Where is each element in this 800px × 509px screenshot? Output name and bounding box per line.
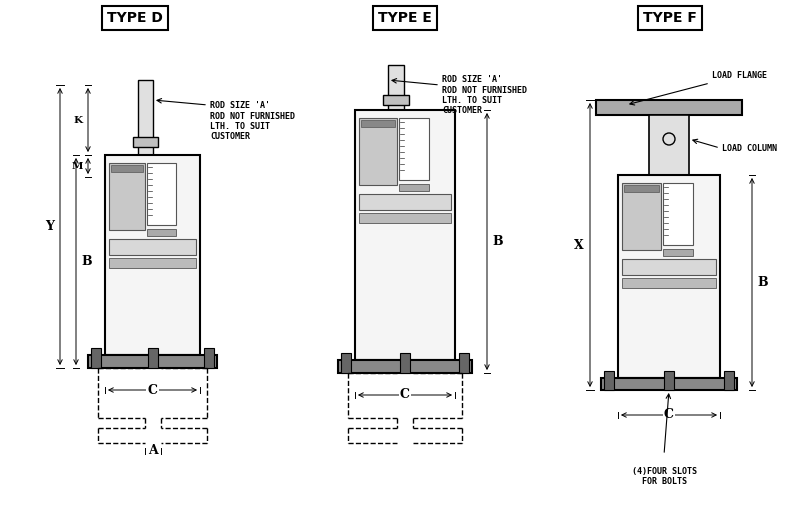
Bar: [399, 184, 429, 191]
Bar: [109, 258, 196, 268]
Bar: [622, 259, 716, 275]
Bar: [359, 213, 451, 223]
Text: ROD NOT FURNISHED: ROD NOT FURNISHED: [442, 86, 527, 95]
Text: LTH. TO SUIT: LTH. TO SUIT: [442, 96, 502, 105]
Text: LTH. TO SUIT: LTH. TO SUIT: [210, 122, 270, 131]
Bar: [88, 355, 217, 368]
Bar: [601, 378, 737, 390]
Bar: [147, 163, 176, 225]
Bar: [400, 353, 410, 373]
Text: TYPE D: TYPE D: [107, 11, 163, 25]
Text: B: B: [81, 255, 92, 268]
Text: CUSTOMER: CUSTOMER: [210, 132, 250, 141]
Bar: [109, 163, 145, 230]
Bar: [383, 95, 409, 105]
Bar: [91, 348, 101, 368]
Bar: [662, 183, 694, 245]
Bar: [105, 155, 200, 355]
Bar: [147, 229, 176, 236]
Text: M: M: [71, 161, 83, 171]
Text: Y: Y: [45, 220, 54, 233]
Bar: [618, 175, 720, 378]
Bar: [649, 115, 689, 175]
Bar: [359, 194, 451, 210]
Text: (4)FOUR SLOTS
FOR BOLTS: (4)FOUR SLOTS FOR BOLTS: [631, 467, 697, 487]
Bar: [204, 348, 214, 368]
Bar: [359, 118, 397, 185]
Bar: [341, 353, 351, 373]
Text: ROD NOT FURNISHED: ROD NOT FURNISHED: [210, 112, 295, 121]
Bar: [355, 110, 455, 360]
Bar: [624, 185, 658, 192]
Bar: [388, 65, 404, 110]
Bar: [133, 137, 158, 147]
Text: C: C: [147, 383, 158, 397]
Text: ROD SIZE 'A': ROD SIZE 'A': [442, 75, 502, 84]
Text: C: C: [664, 409, 674, 421]
Bar: [664, 371, 674, 390]
Bar: [622, 183, 661, 250]
Text: B: B: [757, 276, 768, 289]
Text: ROD SIZE 'A': ROD SIZE 'A': [210, 101, 270, 110]
Bar: [459, 353, 469, 373]
Text: LOAD COLUMN: LOAD COLUMN: [722, 144, 777, 153]
Bar: [109, 239, 196, 255]
Bar: [604, 371, 614, 390]
Text: LOAD FLANGE: LOAD FLANGE: [712, 71, 767, 79]
Bar: [662, 249, 694, 256]
Bar: [622, 278, 716, 288]
Text: A: A: [148, 444, 158, 458]
Text: B: B: [492, 235, 502, 248]
Bar: [147, 348, 158, 368]
Bar: [399, 118, 429, 180]
Bar: [111, 165, 143, 172]
Text: X: X: [574, 239, 584, 251]
Bar: [596, 100, 742, 115]
Text: C: C: [400, 388, 410, 402]
Text: TYPE F: TYPE F: [643, 11, 697, 25]
Text: TYPE E: TYPE E: [378, 11, 432, 25]
Bar: [361, 120, 395, 127]
Text: CUSTOMER: CUSTOMER: [442, 106, 482, 115]
Bar: [338, 360, 472, 373]
Bar: [724, 371, 734, 390]
Text: K: K: [74, 116, 83, 125]
Bar: [138, 80, 153, 155]
